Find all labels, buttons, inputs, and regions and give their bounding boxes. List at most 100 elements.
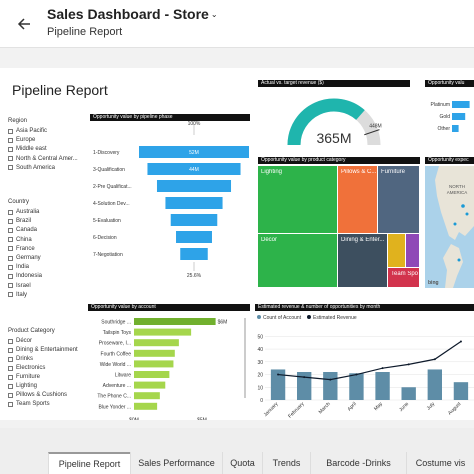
treemap-tile[interactable]: Pillows & C... bbox=[338, 166, 377, 233]
funnel-bar[interactable] bbox=[147, 163, 241, 175]
combo-line-point[interactable] bbox=[277, 373, 280, 376]
treemap-tile[interactable]: Décor bbox=[258, 234, 337, 287]
combo-bar[interactable] bbox=[349, 373, 364, 400]
funnel-bar[interactable] bbox=[176, 231, 212, 243]
checkbox[interactable] bbox=[8, 237, 13, 243]
country-option[interactable]: Brazil bbox=[8, 217, 31, 225]
treemap-tile[interactable] bbox=[388, 234, 405, 267]
combo-bar[interactable] bbox=[427, 369, 442, 400]
product-category-option[interactable]: Pillows & Cushions bbox=[8, 391, 67, 399]
region-option[interactable]: South America bbox=[8, 164, 55, 172]
checkbox[interactable] bbox=[8, 137, 13, 143]
checkbox[interactable] bbox=[8, 227, 13, 233]
chevron-down-icon[interactable]: ⌄ bbox=[210, 10, 218, 19]
country-option[interactable]: France bbox=[8, 245, 35, 253]
funnel-chart[interactable]: 100% 1-Discovery 52M 3-Qualification 44M 2-Pr… bbox=[90, 121, 250, 313]
checkbox[interactable] bbox=[8, 338, 13, 344]
country-option[interactable]: Germany bbox=[8, 254, 41, 262]
checkbox[interactable] bbox=[8, 209, 13, 215]
funnel-bar[interactable] bbox=[170, 214, 218, 226]
gauge-chart[interactable]: 448M 365M bbox=[258, 87, 410, 153]
country-option[interactable]: Australia bbox=[8, 208, 39, 216]
region-option[interactable]: Europe bbox=[8, 136, 35, 144]
account-bar[interactable] bbox=[134, 349, 175, 357]
account-bar[interactable] bbox=[134, 339, 179, 347]
right-bar[interactable] bbox=[452, 113, 466, 120]
checkbox[interactable] bbox=[8, 165, 13, 171]
tab-barcode-drinks[interactable]: Barcode -Drinks bbox=[310, 452, 406, 474]
treemap-tile[interactable]: Furniture bbox=[378, 166, 419, 233]
product-category-option[interactable]: Drinks bbox=[8, 355, 33, 363]
funnel-bar[interactable] bbox=[165, 197, 223, 209]
combo-line-point[interactable] bbox=[381, 367, 384, 370]
product-category-option[interactable]: Furniture bbox=[8, 373, 40, 381]
combo-bar[interactable] bbox=[453, 382, 469, 400]
map-chart[interactable]: NORTH AMERICA bing bbox=[425, 166, 474, 288]
checkbox[interactable] bbox=[8, 356, 13, 362]
checkbox[interactable] bbox=[8, 246, 13, 252]
tab-pipeline-report[interactable]: Pipeline Report bbox=[48, 452, 130, 474]
checkbox[interactable] bbox=[8, 401, 13, 407]
tab-trends[interactable]: Trends bbox=[262, 452, 310, 474]
country-option[interactable]: Indonesia bbox=[8, 272, 42, 280]
account-bar[interactable] bbox=[134, 371, 170, 378]
treemap-tile[interactable]: Lighting bbox=[258, 166, 337, 233]
country-option[interactable]: Israel bbox=[8, 282, 31, 290]
country-option[interactable]: Italy bbox=[8, 291, 27, 299]
tab-quota[interactable]: Quota bbox=[222, 452, 262, 474]
region-option[interactable]: Asia Pacific bbox=[8, 127, 47, 135]
right-bar[interactable] bbox=[452, 125, 459, 132]
account-bar[interactable] bbox=[134, 381, 166, 389]
checkbox[interactable] bbox=[8, 347, 13, 353]
checkbox[interactable] bbox=[8, 156, 13, 162]
region-option[interactable]: Middle east bbox=[8, 145, 47, 153]
combo-line-point[interactable] bbox=[329, 378, 332, 381]
combo-bar[interactable] bbox=[401, 387, 416, 400]
product-category-option[interactable]: Team Sports bbox=[8, 400, 50, 408]
product-category-option[interactable]: Décor bbox=[8, 337, 32, 345]
account-bar[interactable] bbox=[134, 318, 216, 325]
treemap-tile[interactable]: Team Sports bbox=[388, 268, 419, 287]
funnel-bar[interactable] bbox=[156, 180, 232, 192]
checkbox[interactable] bbox=[8, 365, 13, 371]
checkbox[interactable] bbox=[8, 255, 13, 261]
country-option[interactable]: Canada bbox=[8, 226, 37, 234]
back-arrow-icon[interactable] bbox=[12, 11, 38, 37]
checkbox[interactable] bbox=[8, 392, 13, 398]
checkbox[interactable] bbox=[8, 374, 13, 380]
right-bar-chart[interactable]: Platinum Gold Other bbox=[425, 87, 474, 153]
product-category-option[interactable]: Electronics bbox=[8, 364, 45, 372]
account-bar[interactable] bbox=[134, 402, 158, 410]
combo-bar[interactable] bbox=[297, 372, 312, 400]
account-bar[interactable] bbox=[134, 392, 160, 400]
funnel-bar[interactable] bbox=[139, 146, 249, 158]
checkbox[interactable] bbox=[8, 273, 13, 279]
checkbox[interactable] bbox=[8, 283, 13, 289]
checkbox[interactable] bbox=[8, 383, 13, 389]
checkbox[interactable] bbox=[8, 218, 13, 224]
product-category-option[interactable]: Dining & Entertainment bbox=[8, 346, 78, 354]
combo-chart[interactable]: Count of Account Estimated Revenue 0 10 20 30… bbox=[255, 312, 474, 420]
combo-line-point[interactable] bbox=[407, 363, 410, 366]
combo-line-point[interactable] bbox=[355, 373, 358, 376]
region-option[interactable]: North & Central Amer... bbox=[8, 155, 78, 163]
combo-bar[interactable] bbox=[375, 372, 390, 400]
tab-sales-performance[interactable]: Sales Performance bbox=[130, 452, 222, 474]
right-bar[interactable] bbox=[452, 101, 470, 108]
treemap-tile[interactable] bbox=[406, 234, 419, 267]
scrollbar[interactable] bbox=[244, 318, 246, 398]
account-bar[interactable] bbox=[134, 328, 192, 336]
funnel-bar[interactable] bbox=[180, 248, 208, 260]
combo-bar[interactable] bbox=[323, 372, 338, 400]
treemap-tile[interactable]: Dining & Enter... bbox=[338, 234, 387, 287]
treemap-chart[interactable]: Lighting Décor Pillows & C... Furniture Dini… bbox=[258, 166, 420, 288]
tab-costume-vis[interactable]: Costume vis bbox=[406, 452, 474, 474]
account-bar-chart[interactable]: Southridge ... $6M Tailspin Toys Proseware,… bbox=[88, 312, 250, 420]
country-option[interactable]: China bbox=[8, 236, 32, 244]
checkbox[interactable] bbox=[8, 128, 13, 134]
country-option[interactable]: India bbox=[8, 263, 29, 271]
combo-line-point[interactable] bbox=[459, 340, 462, 343]
combo-line-point[interactable] bbox=[303, 376, 306, 379]
checkbox[interactable] bbox=[8, 292, 13, 298]
checkbox[interactable] bbox=[8, 264, 13, 270]
